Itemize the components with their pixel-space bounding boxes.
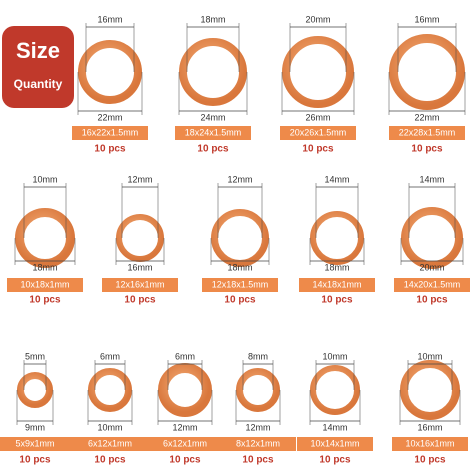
inner-diameter: 6mm bbox=[100, 351, 120, 361]
size-label: 6x12x1mm bbox=[88, 438, 132, 448]
washer bbox=[401, 207, 463, 269]
size-box bbox=[0, 437, 73, 451]
size-box bbox=[202, 278, 278, 292]
inner-diameter: 14mm bbox=[324, 174, 349, 184]
quantity-label: 10 pcs bbox=[319, 455, 351, 466]
inner-diameter: 6mm bbox=[175, 351, 195, 361]
outer-diameter: 22mm bbox=[414, 112, 439, 122]
washer bbox=[88, 368, 132, 412]
outer-diameter: 18mm bbox=[324, 262, 349, 272]
inner-diameter: 12mm bbox=[127, 174, 152, 184]
washer bbox=[389, 34, 465, 110]
size-label: 8x12x1mm bbox=[236, 438, 280, 448]
outer-diameter: 18mm bbox=[227, 262, 252, 272]
size-box bbox=[299, 278, 375, 292]
badge-title: Size bbox=[16, 38, 60, 63]
washer bbox=[179, 38, 247, 106]
washer bbox=[310, 365, 360, 415]
washer bbox=[282, 36, 354, 108]
size-label: 12x18x1.5mm bbox=[212, 279, 269, 289]
outer-diameter: 9mm bbox=[25, 422, 45, 432]
size-label: 5x9x1mm bbox=[15, 438, 54, 448]
washer bbox=[78, 40, 142, 104]
size-box bbox=[389, 126, 465, 140]
size-label: 22x28x1.5mm bbox=[399, 127, 456, 137]
badge-subtitle: Quantity bbox=[14, 77, 63, 91]
quantity-label: 10 pcs bbox=[224, 295, 256, 306]
outer-diameter: 26mm bbox=[305, 112, 330, 122]
size-label: 12x16x1mm bbox=[115, 279, 164, 289]
size-box bbox=[392, 437, 468, 451]
quantity-label: 10 pcs bbox=[411, 144, 443, 155]
outer-diameter: 18mm bbox=[32, 262, 57, 272]
size-label: 14x18x1mm bbox=[312, 279, 361, 289]
washer bbox=[116, 214, 164, 262]
size-label: 6x12x1mm bbox=[163, 438, 207, 448]
outer-diameter: 12mm bbox=[245, 422, 270, 432]
size-box bbox=[394, 278, 470, 292]
size-label: 10x14x1mm bbox=[310, 438, 359, 448]
size-box bbox=[175, 126, 251, 140]
inner-diameter: 20mm bbox=[305, 14, 330, 24]
outer-diameter: 14mm bbox=[322, 422, 347, 432]
quantity-label: 10 pcs bbox=[29, 295, 61, 306]
size-box bbox=[297, 437, 373, 451]
inner-diameter: 10mm bbox=[322, 351, 347, 361]
quantity-label: 10 pcs bbox=[124, 295, 156, 306]
quantity-label: 10 pcs bbox=[94, 144, 126, 155]
quantity-label: 10 pcs bbox=[302, 144, 334, 155]
size-box bbox=[147, 437, 223, 451]
inner-diameter: 16mm bbox=[97, 14, 122, 24]
quantity-label: 10 pcs bbox=[416, 295, 448, 306]
washer bbox=[310, 211, 364, 265]
size-box bbox=[102, 278, 178, 292]
inner-diameter: 10mm bbox=[417, 351, 442, 361]
quantity-label: 10 pcs bbox=[242, 455, 274, 466]
size-label: 18x24x1.5mm bbox=[185, 127, 242, 137]
washer bbox=[211, 209, 269, 267]
size-label: 16x22x1.5mm bbox=[82, 127, 139, 137]
quantity-label: 10 pcs bbox=[169, 455, 201, 466]
washer bbox=[158, 363, 212, 417]
inner-diameter: 5mm bbox=[25, 351, 45, 361]
outer-diameter: 12mm bbox=[172, 422, 197, 432]
inner-diameter: 14mm bbox=[419, 174, 444, 184]
quantity-label: 10 pcs bbox=[321, 295, 353, 306]
outer-diameter: 22mm bbox=[97, 112, 122, 122]
inner-diameter: 18mm bbox=[200, 14, 225, 24]
badge bbox=[2, 26, 74, 108]
size-box bbox=[7, 278, 83, 292]
outer-diameter: 24mm bbox=[200, 112, 225, 122]
quantity-label: 10 pcs bbox=[197, 144, 229, 155]
outer-diameter: 20mm bbox=[419, 262, 444, 272]
outer-diameter: 16mm bbox=[417, 422, 442, 432]
size-box bbox=[72, 437, 148, 451]
size-box bbox=[280, 126, 356, 140]
washer bbox=[15, 208, 75, 268]
size-label: 10x18x1mm bbox=[20, 279, 69, 289]
size-box bbox=[220, 437, 296, 451]
quantity-label: 10 pcs bbox=[19, 455, 51, 466]
washer bbox=[236, 368, 280, 412]
outer-diameter: 16mm bbox=[127, 262, 152, 272]
inner-diameter: 10mm bbox=[32, 174, 57, 184]
inner-diameter: 8mm bbox=[248, 351, 268, 361]
size-label: 14x20x1.5mm bbox=[404, 279, 461, 289]
outer-diameter: 10mm bbox=[97, 422, 122, 432]
inner-diameter: 12mm bbox=[227, 174, 252, 184]
size-box bbox=[72, 126, 148, 140]
size-label: 20x26x1.5mm bbox=[290, 127, 347, 137]
inner-diameter: 16mm bbox=[414, 14, 439, 24]
size-label: 10x16x1mm bbox=[405, 438, 454, 448]
quantity-label: 10 pcs bbox=[94, 455, 126, 466]
washer bbox=[17, 372, 53, 408]
quantity-label: 10 pcs bbox=[414, 455, 446, 466]
